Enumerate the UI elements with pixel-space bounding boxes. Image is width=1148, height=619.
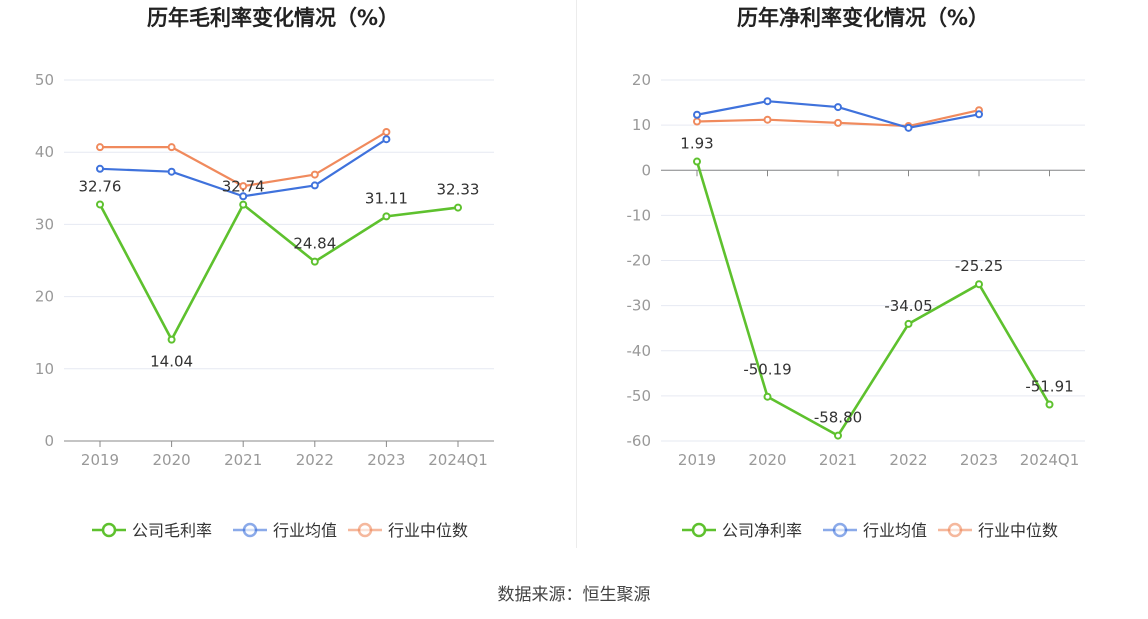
data-point-industry_median xyxy=(765,117,771,123)
legend-label-company: 公司净利率 xyxy=(722,521,802,540)
y-tick-label: -30 xyxy=(627,297,652,315)
legend-marker-industry_median xyxy=(359,524,371,536)
data-point-industry_median xyxy=(835,120,841,126)
legend-marker-industry_median xyxy=(949,524,961,536)
data-point-company xyxy=(383,213,389,219)
chart-panel-1: 历年毛利率变化情况（%） 0 10 20 30 40 50 2019 2020 2021 2022 2… xyxy=(35,6,494,540)
data-point-company xyxy=(455,205,461,211)
data-label: -51.91 xyxy=(1025,377,1073,395)
legend-label-industry_median: 行业中位数 xyxy=(978,521,1058,540)
y-tick-label: 30 xyxy=(35,215,54,233)
chart-stage: 历年毛利率变化情况（%） 0 10 20 30 40 50 2019 2020 2021 2022 2… xyxy=(0,0,1148,619)
data-point-industry_avg xyxy=(976,111,982,117)
chart-divider xyxy=(576,0,577,548)
legend-label-industry_avg: 行业均值 xyxy=(273,521,337,540)
data-label: 32.33 xyxy=(437,181,480,199)
y-tick-label: -20 xyxy=(627,252,652,270)
y-tick-label: -40 xyxy=(627,342,652,360)
x-tick-label: 2019 xyxy=(81,451,119,469)
data-point-industry_median xyxy=(312,172,318,178)
legend-label-company: 公司毛利率 xyxy=(132,521,212,540)
data-point-industry_avg xyxy=(312,182,318,188)
x-tick-label: 2024Q1 xyxy=(428,451,488,469)
legend-marker-industry_avg xyxy=(834,524,846,536)
data-point-industry_avg xyxy=(906,125,912,131)
y-tick-label: 50 xyxy=(35,71,54,89)
data-point-industry_avg xyxy=(694,112,700,118)
legend-marker-company xyxy=(693,524,705,536)
y-tick-label: 0 xyxy=(641,161,651,179)
chart-title: 历年毛利率变化情况（%） xyxy=(147,6,399,30)
data-label: -58.80 xyxy=(814,409,862,427)
source-caption: 数据来源：恒生聚源 xyxy=(0,580,1148,605)
data-label: 32.76 xyxy=(79,177,122,195)
y-tick-label: 10 xyxy=(35,360,54,378)
x-tick-label: 2021 xyxy=(224,451,262,469)
data-point-company xyxy=(312,259,318,265)
y-tick-label: 20 xyxy=(632,71,651,89)
data-point-industry_avg xyxy=(383,136,389,142)
x-tick-label: 2022 xyxy=(296,451,334,469)
x-tick-label: 2020 xyxy=(748,451,786,469)
data-point-company xyxy=(976,281,982,287)
data-point-industry_median xyxy=(97,144,103,150)
x-tick-label: 2023 xyxy=(367,451,405,469)
x-tick-label: 2022 xyxy=(889,451,927,469)
data-point-company xyxy=(694,159,700,165)
data-label: 31.11 xyxy=(365,189,408,207)
legend-marker-industry_avg xyxy=(244,524,256,536)
y-tick-label: 20 xyxy=(35,288,54,306)
data-point-company xyxy=(169,337,175,343)
y-tick-label: -50 xyxy=(627,387,652,405)
data-point-company xyxy=(1047,401,1053,407)
data-label: -34.05 xyxy=(884,297,932,315)
x-tick-label: 2019 xyxy=(678,451,716,469)
chart-title: 历年净利率变化情况（%） xyxy=(737,6,989,30)
data-point-industry_median xyxy=(169,144,175,150)
data-point-company xyxy=(906,321,912,327)
data-point-company xyxy=(240,202,246,208)
legend-marker-company xyxy=(103,524,115,536)
y-tick-label: 40 xyxy=(35,143,54,161)
data-point-industry_median xyxy=(694,119,700,125)
data-point-industry_avg xyxy=(169,169,175,175)
x-tick-label: 2021 xyxy=(819,451,857,469)
y-tick-label: -10 xyxy=(627,206,652,224)
data-point-industry_avg xyxy=(97,166,103,172)
data-label: 24.84 xyxy=(293,235,336,253)
y-tick-label: 10 xyxy=(632,116,651,134)
data-label: 1.93 xyxy=(680,135,713,153)
x-tick-label: 2024Q1 xyxy=(1020,451,1080,469)
data-point-company xyxy=(835,433,841,439)
data-label: -25.25 xyxy=(955,257,1003,275)
chart-panel-2: 历年净利率变化情况（%） -60 -50 -40 -30 -20 -10 0 10 20 2019 2… xyxy=(627,6,1086,540)
y-tick-label: 0 xyxy=(44,432,54,450)
legend-label-industry_median: 行业中位数 xyxy=(388,521,468,540)
data-label: -50.19 xyxy=(743,361,791,379)
y-tick-label: -60 xyxy=(627,432,652,450)
data-label: 14.04 xyxy=(150,353,193,371)
data-point-industry_avg xyxy=(835,104,841,110)
data-point-company xyxy=(97,201,103,207)
data-point-company xyxy=(765,394,771,400)
x-tick-label: 2023 xyxy=(960,451,998,469)
x-tick-label: 2020 xyxy=(153,451,191,469)
series-line-company xyxy=(697,162,1050,436)
legend-label-industry_avg: 行业均值 xyxy=(863,521,927,540)
data-point-industry_median xyxy=(383,129,389,135)
charts-canvas: 历年毛利率变化情况（%） 0 10 20 30 40 50 2019 2020 2021 2022 2… xyxy=(0,0,1148,560)
data-point-industry_avg xyxy=(765,98,771,104)
data-label: 32.74 xyxy=(222,178,265,196)
